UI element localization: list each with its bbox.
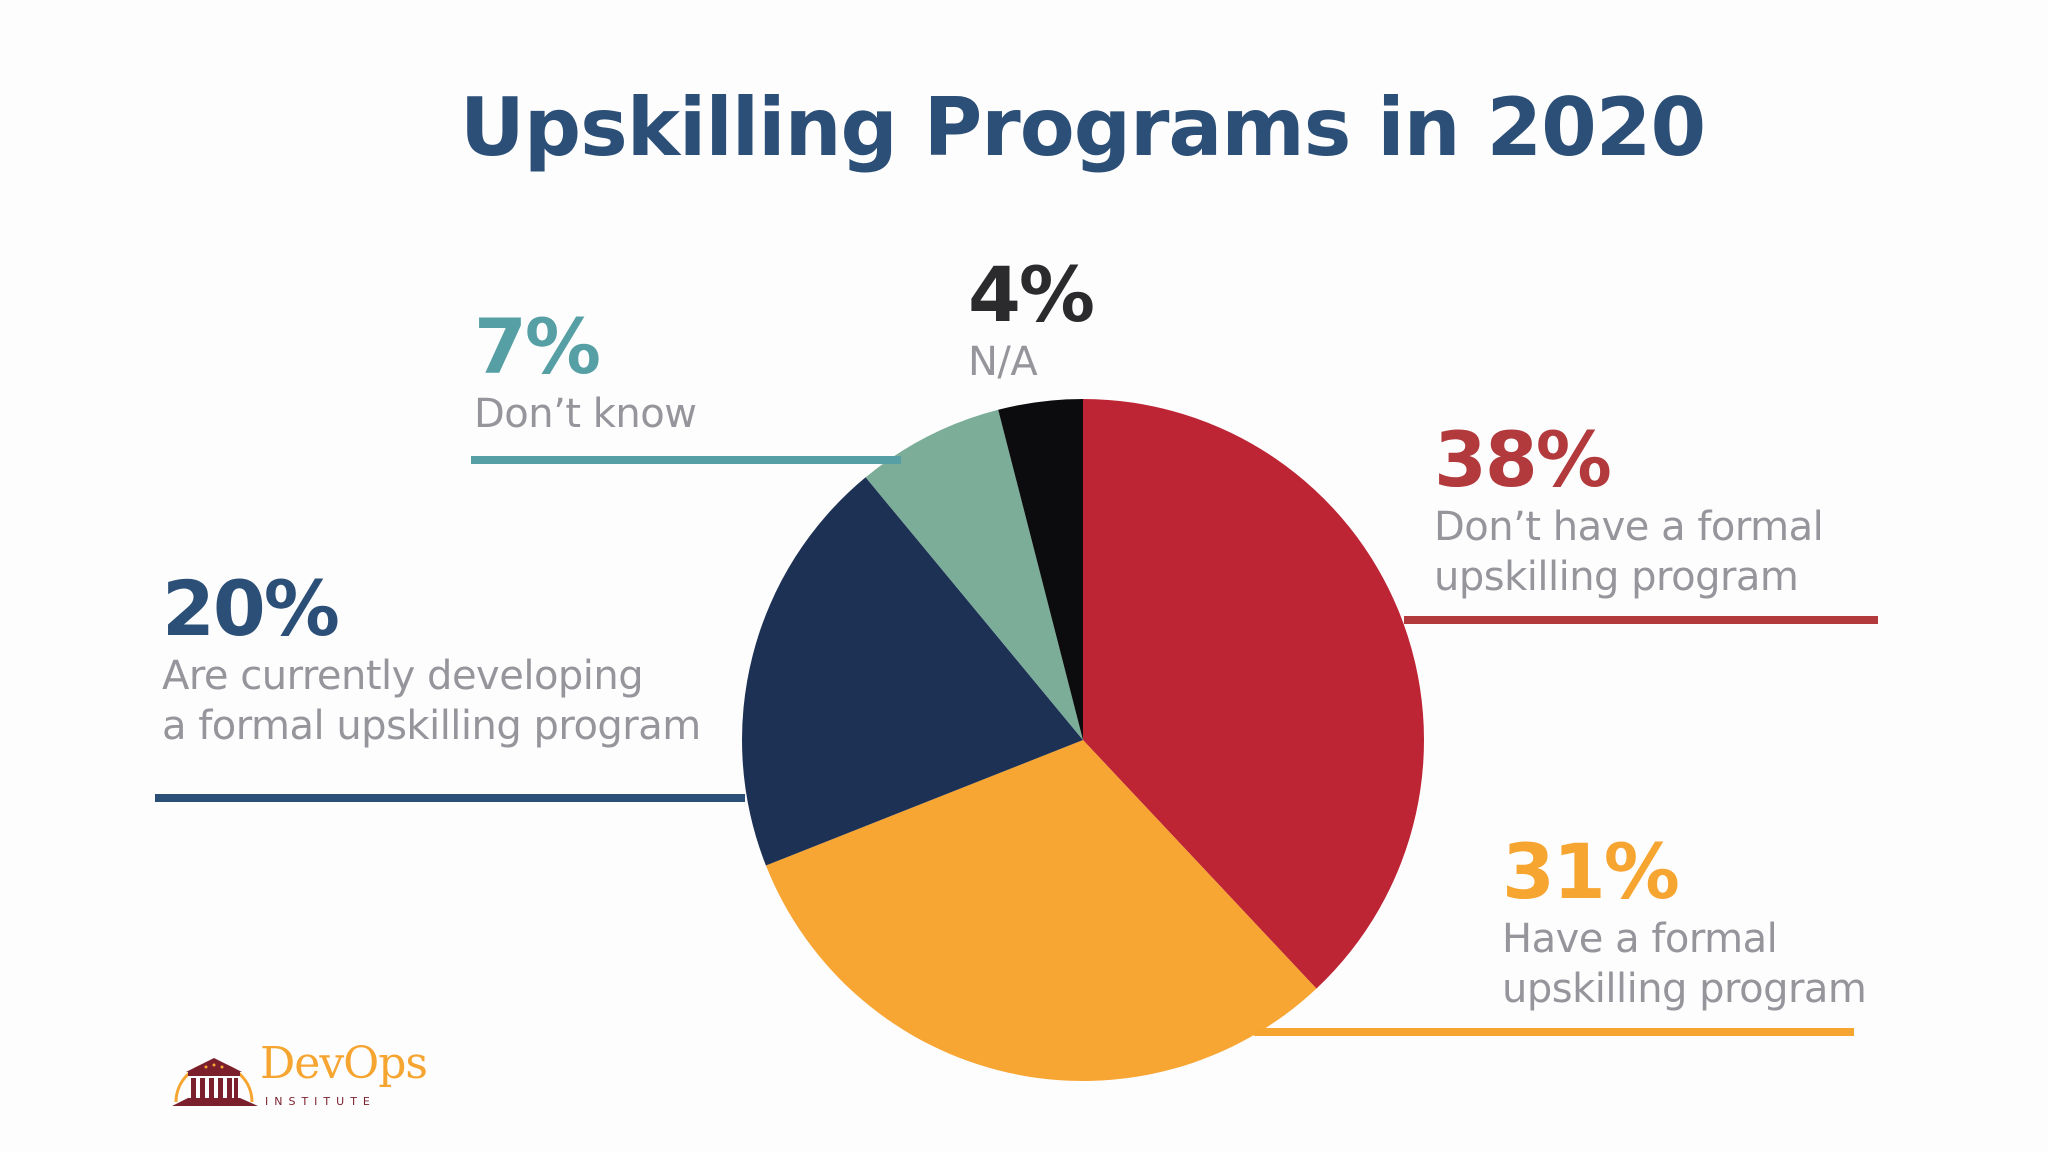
label-developing-pct: 20% — [162, 564, 340, 653]
label-dont-know-pct: 7% — [474, 302, 601, 391]
label-developing-desc-2: a formal upskilling program — [162, 703, 701, 749]
leader-line-dont-have — [1404, 616, 1878, 624]
label-have-pct: 31% — [1502, 827, 1680, 916]
logo-subtitle: INSTITUTE — [265, 1095, 376, 1108]
label-na-pct: 4% — [968, 250, 1095, 339]
label-na: 4% N/A — [968, 250, 1095, 387]
label-na-desc: N/A — [968, 339, 1038, 385]
logo-name: DevOps — [260, 1038, 428, 1089]
label-dont-have-desc-1: Don’t have a formal — [1434, 504, 1824, 550]
leader-line-have — [1254, 1028, 1854, 1036]
label-dont-know: 7% Don’t know — [474, 302, 697, 439]
label-have-desc-2: upskilling program — [1502, 966, 1867, 1012]
pie-slice-dont-know — [865, 409, 1083, 740]
label-dont-know-desc: Don’t know — [474, 391, 697, 437]
chart-title: Upskilling Programs in 2020 — [459, 81, 1706, 174]
devops-institute-logo: DevOps INSTITUTE — [168, 1040, 428, 1115]
pie-slice-dont-have — [1083, 399, 1424, 989]
label-developing: 20% Are currently developing a formal up… — [162, 571, 701, 751]
leader-line-developing — [155, 794, 745, 802]
label-have: 31% Have a formal upskilling program — [1502, 827, 1867, 1014]
pie-slices — [742, 399, 1424, 1081]
pie-slice-na — [998, 399, 1083, 740]
label-dont-have-desc-2: upskilling program — [1434, 554, 1799, 600]
leader-line-dont-know — [471, 456, 901, 464]
pie-slice-developing — [742, 477, 1083, 866]
label-dont-have-pct: 38% — [1434, 415, 1612, 504]
label-have-desc-1: Have a formal — [1502, 916, 1778, 962]
label-developing-desc-1: Are currently developing — [162, 653, 644, 699]
label-dont-have: 38% Don’t have a formal upskilling progr… — [1434, 415, 1824, 602]
pie-slice-have — [765, 740, 1317, 1081]
temple-icon — [172, 1058, 258, 1106]
